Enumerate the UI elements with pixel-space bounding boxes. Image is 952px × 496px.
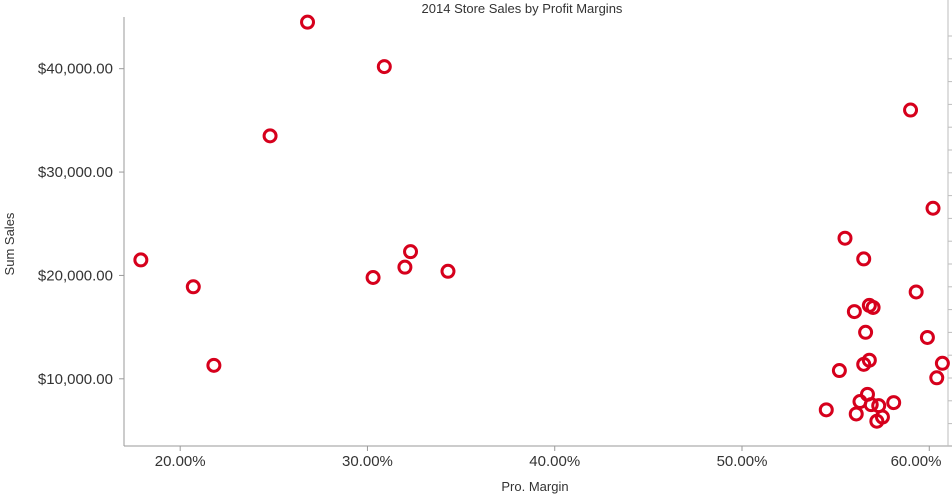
- y-tick-label: $20,000.00: [38, 267, 113, 284]
- data-points: [133, 14, 950, 429]
- data-point: [856, 251, 872, 267]
- y-tick-label: $40,000.00: [38, 61, 113, 78]
- data-point: [886, 395, 902, 411]
- x-tick-label: 30.00%: [342, 453, 393, 470]
- x-tick-label: 60.00%: [891, 453, 942, 470]
- y-axis-ticks: $10,000.00 $20,000.00 $30,000.00 $40,000.00: [38, 61, 124, 388]
- data-point: [848, 406, 864, 422]
- data-point: [865, 299, 881, 315]
- data-point: [908, 284, 924, 300]
- x-tick-label: 40.00%: [529, 453, 580, 470]
- x-tick-label: 50.00%: [717, 453, 768, 470]
- data-point: [837, 230, 853, 246]
- x-tick-label: 20.00%: [155, 453, 206, 470]
- data-point: [440, 263, 456, 279]
- data-point: [874, 409, 890, 425]
- data-point: [929, 370, 945, 386]
- y-tick-label: $10,000.00: [38, 371, 113, 388]
- data-point: [206, 357, 222, 373]
- data-point: [925, 200, 941, 216]
- x-axis-title: Pro. Margin: [501, 479, 568, 494]
- data-point: [863, 397, 879, 413]
- data-point: [185, 279, 201, 295]
- data-point: [858, 324, 874, 340]
- data-point: [903, 102, 919, 118]
- x-axis-ticks: 20.00% 30.00% 40.00% 50.00% 60.00%: [155, 446, 942, 470]
- data-point: [403, 244, 419, 260]
- data-point: [846, 304, 862, 320]
- y-tick-label: $30,000.00: [38, 164, 113, 181]
- data-point: [397, 259, 413, 275]
- right-edge-ticks: [948, 35, 952, 425]
- data-point: [365, 270, 381, 286]
- data-point: [300, 14, 316, 30]
- data-point: [934, 355, 950, 371]
- data-point: [376, 59, 392, 75]
- data-point: [818, 402, 834, 418]
- data-point: [919, 329, 935, 345]
- data-point: [262, 128, 278, 144]
- data-point: [861, 352, 877, 368]
- chart-title: 2014 Store Sales by Profit Margins: [422, 1, 623, 16]
- data-point: [831, 363, 847, 379]
- data-point: [133, 252, 149, 268]
- y-axis-title: Sum Sales: [2, 212, 17, 275]
